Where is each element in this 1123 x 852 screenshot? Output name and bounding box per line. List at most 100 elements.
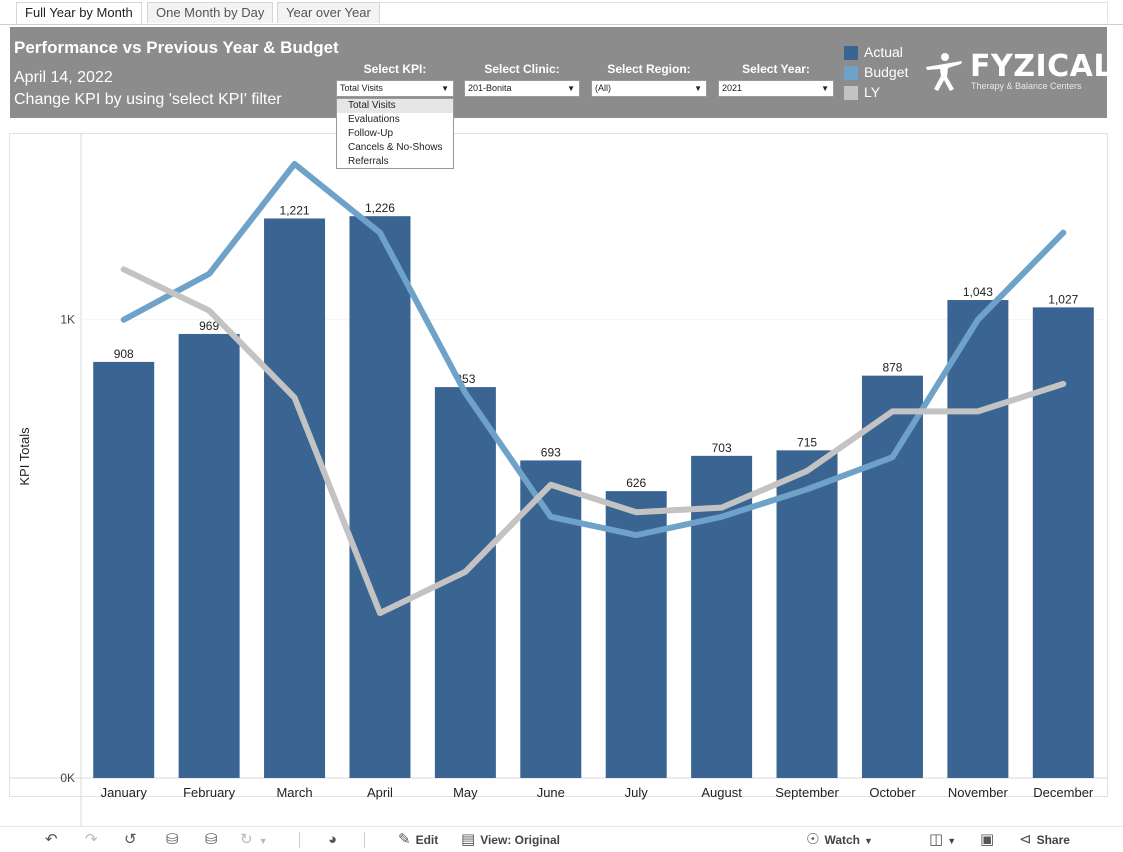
x-tick-label: July xyxy=(625,785,649,800)
logo-figure-icon xyxy=(926,53,962,91)
kpi-select-value: Total Visits xyxy=(340,83,383,93)
undo-button[interactable]: ↶ xyxy=(45,831,58,849)
y-axis-title: KPI Totals xyxy=(17,427,32,486)
chevron-down-icon: ▼ xyxy=(441,84,449,93)
fullscreen-button[interactable]: ▣ xyxy=(980,831,994,849)
edit-label: Edit xyxy=(415,833,439,847)
legend-label: Actual xyxy=(864,44,903,60)
bar-data-label: 626 xyxy=(626,476,646,490)
edit-button[interactable]: ✎ Edit xyxy=(398,831,438,849)
pause-updates-button[interactable]: ⛁ xyxy=(205,831,218,849)
x-tick-label: February xyxy=(183,785,236,800)
download-icon: ◫ xyxy=(929,831,944,848)
undo-icon: ↶ xyxy=(45,831,58,848)
line-ly xyxy=(120,266,1067,617)
clinic-select[interactable]: 201-Bonita ▼ xyxy=(464,80,580,97)
logo-tagline: Therapy & Balance Centers xyxy=(971,81,1082,91)
chart-border xyxy=(9,133,1108,797)
database-pause-icon: ⛁ xyxy=(205,831,218,848)
download-button[interactable]: ◫ ▼ xyxy=(929,831,956,849)
bar-december xyxy=(1032,307,1094,778)
toolbar-divider xyxy=(364,832,365,848)
tab-full-year-by-month[interactable]: Full Year by Month xyxy=(16,2,142,24)
bar-data-label: 715 xyxy=(797,435,817,449)
bar-january xyxy=(93,361,155,778)
legend-label: Budget xyxy=(864,64,909,80)
kpi-option-total-visits[interactable]: Total Visits xyxy=(337,99,453,113)
dashboard-title: Performance vs Previous Year & Budget xyxy=(14,38,339,57)
y-tick-label: 0K xyxy=(60,771,75,785)
bottom-toolbar: ↶ ↷ ↺ ⛁ ⛁ ↻ ▼ ◕ ✎ Edit ▤ View: Original ☉ Wa… xyxy=(0,826,1123,852)
view-original-button[interactable]: ▤ View: Original xyxy=(461,831,560,849)
tab-bar-end xyxy=(379,2,1108,23)
bar-february xyxy=(178,333,240,778)
database-refresh-icon: ⛁ xyxy=(166,831,179,848)
revert-icon: ↺ xyxy=(124,831,137,848)
x-tick-label: May xyxy=(453,785,478,800)
chevron-down-icon: ▼ xyxy=(947,836,957,846)
edit-icon: ✎ xyxy=(398,831,411,848)
legend-swatch-actual xyxy=(844,46,858,60)
bar-data-label: 693 xyxy=(541,445,561,459)
x-tick-label: January xyxy=(101,785,148,800)
chevron-down-icon: ▼ xyxy=(694,84,702,93)
chevron-down-icon: ▼ xyxy=(567,84,575,93)
dashboard-header: Performance vs Previous Year & Budget Ap… xyxy=(10,27,1112,118)
kpi-chart: 0K 1K KPI Totals 908 969 1,221 1,226 853 693 626 7… xyxy=(9,133,1108,826)
redo-icon: ↷ xyxy=(85,831,98,848)
x-tick-label: November xyxy=(948,785,1009,800)
bar-data-label: 878 xyxy=(882,361,902,375)
year-select-value: 2021 xyxy=(722,83,743,93)
eye-icon: ☉ xyxy=(806,831,820,848)
watch-button[interactable]: ☉ Watch ▼ xyxy=(806,831,873,849)
year-filter-label: Select Year: xyxy=(742,62,810,76)
bar-data-label: 703 xyxy=(712,441,732,455)
chevron-down-icon: ▼ xyxy=(821,84,829,93)
share-icon: ⊲ xyxy=(1019,831,1032,848)
tab-year-over-year[interactable]: Year over Year xyxy=(277,2,380,23)
chevron-down-icon: ▼ xyxy=(864,836,873,846)
bar-data-label: 1,221 xyxy=(280,203,310,217)
kpi-option-evaluations[interactable]: Evaluations xyxy=(348,114,400,125)
clinic-select-value: 201-Bonita xyxy=(468,83,512,93)
kpi-option-cancels-no-shows[interactable]: Cancels & No-Shows xyxy=(348,142,443,153)
share-button[interactable]: ⊲ Share xyxy=(1019,831,1070,849)
bar-march xyxy=(264,218,326,778)
kpi-option-follow-up[interactable]: Follow-Up xyxy=(348,128,394,139)
x-tick-label: June xyxy=(537,785,565,800)
legend-swatch-ly xyxy=(844,86,858,100)
x-tick-label: March xyxy=(276,785,312,800)
replay-icon: ↻ xyxy=(240,831,253,848)
bar-data-label: 969 xyxy=(199,319,219,333)
revert-button[interactable]: ↺ xyxy=(124,831,137,849)
bar-october xyxy=(861,375,923,778)
x-tick-label: October xyxy=(869,785,916,800)
bar-november xyxy=(947,300,1009,778)
bar-april xyxy=(349,216,411,778)
bar-september xyxy=(776,450,838,778)
legend-label: LY xyxy=(864,84,881,100)
region-select[interactable]: (All) ▼ xyxy=(591,80,707,97)
kpi-dropdown-list: Total Visits Evaluations Follow-Up Cance… xyxy=(336,98,454,169)
toolbar-divider xyxy=(299,832,300,848)
chevron-down-icon: ▼ xyxy=(258,836,268,846)
kpi-select[interactable]: Total Visits ▼ xyxy=(336,80,454,97)
bar-data-label: 908 xyxy=(114,347,134,361)
kpi-filter-label: Select KPI: xyxy=(363,62,427,76)
line-budget xyxy=(120,160,1067,539)
tab-bar: Full Year by Month One Month by Day Year… xyxy=(0,0,1123,25)
year-select[interactable]: 2021 ▼ xyxy=(718,80,834,97)
metrics-button[interactable]: ◕ xyxy=(328,831,337,849)
clinic-filter-label: Select Clinic: xyxy=(484,62,560,76)
y-tick-label: 1K xyxy=(60,313,75,327)
redo-button[interactable]: ↷ xyxy=(85,831,98,849)
tab-one-month-by-day[interactable]: One Month by Day xyxy=(147,2,274,23)
bar-data-label: 1,027 xyxy=(1048,292,1078,306)
x-tick-label: April xyxy=(367,785,393,800)
refresh-data-button[interactable]: ⛁ xyxy=(166,831,179,849)
fyzical-logo: FYZICAL Therapy & Balance Centers xyxy=(924,49,1112,93)
kpi-hint: Change KPI by using 'select KPI' filter xyxy=(14,91,282,108)
kpi-option-referrals[interactable]: Referrals xyxy=(348,156,389,167)
replay-animation-button[interactable]: ↻ ▼ xyxy=(240,831,268,849)
